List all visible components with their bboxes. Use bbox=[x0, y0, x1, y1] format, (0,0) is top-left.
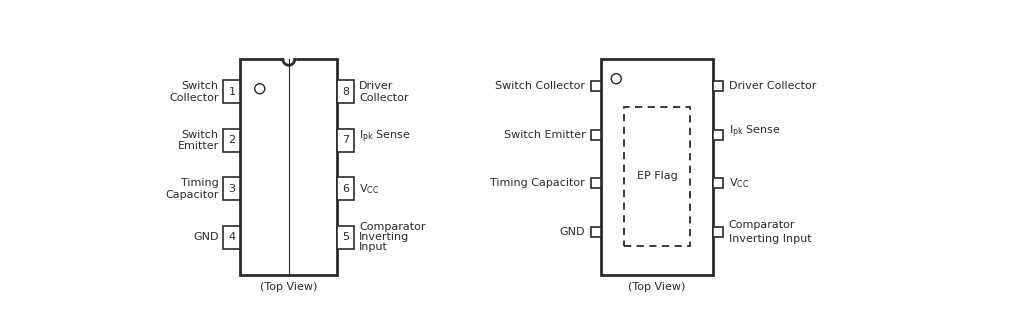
Bar bbox=[223, 80, 241, 103]
Text: Driver: Driver bbox=[359, 81, 393, 91]
Bar bbox=[337, 80, 354, 103]
Bar bbox=[624, 107, 690, 246]
Text: Timing: Timing bbox=[181, 178, 219, 188]
Text: 3: 3 bbox=[228, 184, 236, 194]
Bar bbox=[591, 130, 601, 140]
Text: Switch: Switch bbox=[181, 81, 219, 91]
Text: I$_{\rm pk}$ Sense: I$_{\rm pk}$ Sense bbox=[359, 129, 411, 145]
Bar bbox=[713, 130, 723, 140]
Text: Input: Input bbox=[359, 242, 388, 252]
Text: GND: GND bbox=[560, 227, 586, 237]
Text: V$_{\rm CC}$: V$_{\rm CC}$ bbox=[729, 177, 749, 190]
Bar bbox=[223, 129, 241, 152]
Text: Switch Emitter: Switch Emitter bbox=[504, 130, 586, 140]
Text: 4: 4 bbox=[228, 232, 236, 242]
Bar bbox=[223, 177, 241, 200]
Text: Emitter: Emitter bbox=[177, 141, 219, 151]
Text: I$_{\rm pk}$ Sense: I$_{\rm pk}$ Sense bbox=[729, 124, 780, 140]
Text: GND: GND bbox=[194, 232, 219, 242]
Text: 1: 1 bbox=[228, 87, 236, 97]
Text: Driver Collector: Driver Collector bbox=[729, 81, 816, 91]
Bar bbox=[601, 59, 713, 275]
Bar bbox=[591, 81, 601, 91]
Text: 6: 6 bbox=[342, 184, 349, 194]
Text: Switch: Switch bbox=[181, 130, 219, 139]
Text: Comparator: Comparator bbox=[359, 222, 425, 232]
Bar bbox=[337, 177, 354, 200]
Text: 8: 8 bbox=[342, 87, 349, 97]
Bar bbox=[713, 81, 723, 91]
Bar bbox=[337, 226, 354, 249]
Text: 2: 2 bbox=[228, 135, 236, 145]
Bar bbox=[713, 179, 723, 188]
Text: Collector: Collector bbox=[359, 92, 409, 103]
Bar bbox=[591, 179, 601, 188]
Circle shape bbox=[611, 74, 622, 84]
Text: Inverting: Inverting bbox=[359, 232, 410, 242]
Text: Comparator: Comparator bbox=[729, 220, 795, 230]
Bar bbox=[337, 129, 354, 152]
Text: Inverting Input: Inverting Input bbox=[729, 234, 811, 244]
Text: V$_{\rm CC}$: V$_{\rm CC}$ bbox=[359, 182, 379, 196]
Circle shape bbox=[255, 84, 265, 94]
Text: Switch Collector: Switch Collector bbox=[496, 81, 586, 91]
Bar bbox=[591, 227, 601, 237]
Text: Capacitor: Capacitor bbox=[165, 190, 219, 200]
Bar bbox=[223, 226, 241, 249]
Bar bbox=[241, 59, 337, 275]
Text: 7: 7 bbox=[342, 135, 349, 145]
Text: (Top View): (Top View) bbox=[629, 282, 686, 291]
Text: Collector: Collector bbox=[169, 92, 219, 103]
Text: 5: 5 bbox=[342, 232, 349, 242]
Text: Timing Capacitor: Timing Capacitor bbox=[490, 179, 586, 188]
Text: (Top View): (Top View) bbox=[260, 282, 317, 291]
Text: EP Flag: EP Flag bbox=[637, 172, 677, 182]
Bar bbox=[713, 227, 723, 237]
